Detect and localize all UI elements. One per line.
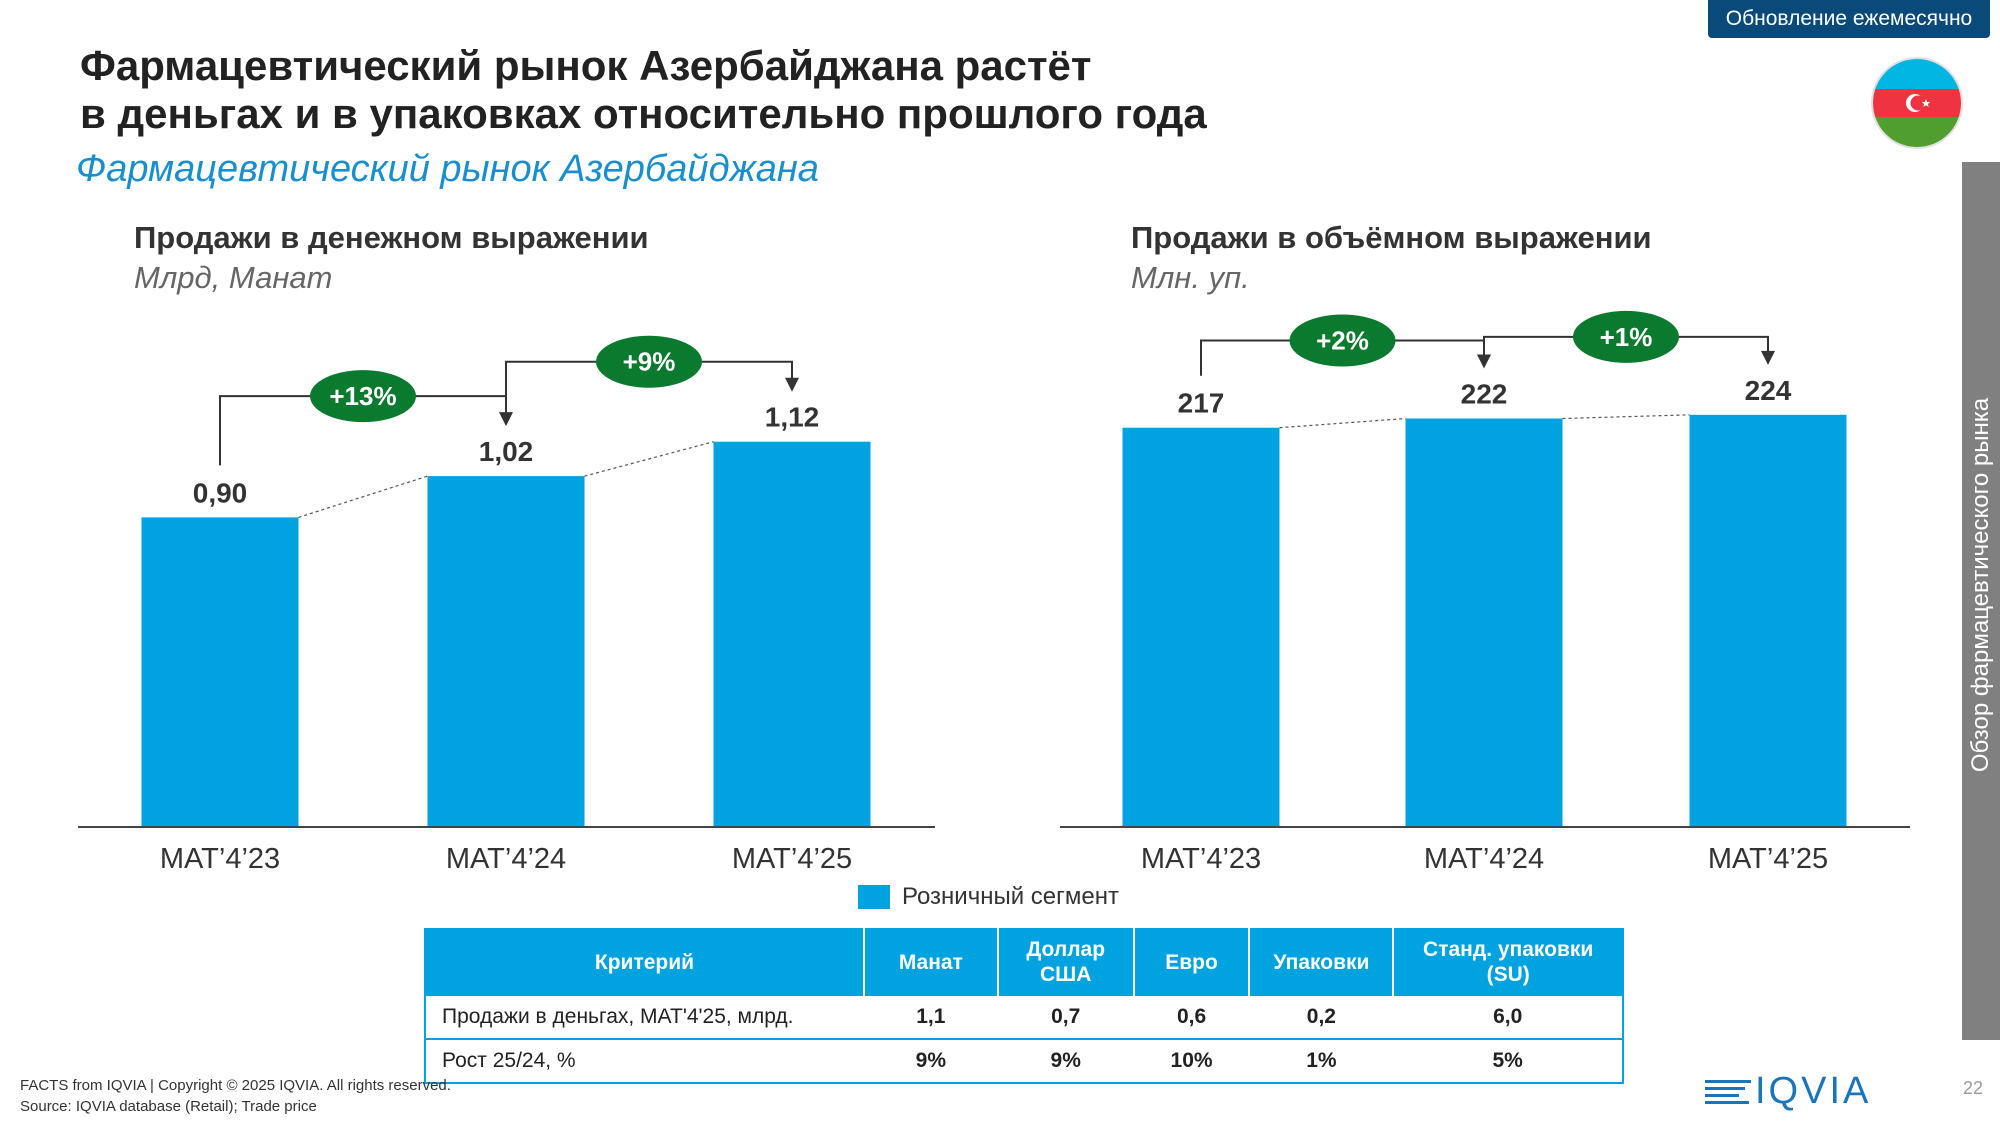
table-header-cell: Критерий — [425, 928, 865, 996]
chart-money-title: Продажи в денежном выражении — [134, 220, 649, 255]
table-header-cell: Манат — [863, 928, 999, 996]
footer-copyright: FACTS from IQVIA | Copyright © 2025 IQVI… — [20, 1077, 451, 1094]
page-title: Фармацевтический рынок Азербайджана раст… — [80, 42, 1207, 138]
data-label-0-1: 1,02 — [479, 436, 534, 467]
x-tick-label-0-0: MAT’4’23 — [160, 843, 280, 875]
section-side-tab — [1962, 162, 2000, 1040]
growth-badge-0-0 — [310, 370, 416, 423]
bar-1-0 — [1122, 427, 1280, 827]
table-header-row: Критерий Манат Доллар США Евро Упаковки … — [425, 928, 1623, 996]
data-label-1-1: 222 — [1461, 379, 1508, 410]
x-tick-label-1-2: MAT’4’25 — [1708, 843, 1828, 875]
page-number: 22 — [1963, 1078, 1984, 1098]
bar-connector-1-0 — [1279, 417, 1406, 429]
bar-connector-0-1 — [584, 441, 714, 477]
criteria-table: Критерий Манат Доллар США Евро Упаковки … — [424, 928, 1624, 1084]
bar-0-0 — [141, 517, 299, 827]
iqvia-logo: IQVIA — [1705, 1070, 1871, 1113]
x-tick-label-0-2: MAT’4’25 — [732, 843, 852, 875]
table-cell: Продажи в деньгах, MAT'4'25, млрд. — [425, 996, 864, 1040]
footer-source: Source: IQVIA database (Retail); Trade p… — [20, 1098, 317, 1115]
table-cell: Рост 25/24, % — [425, 1039, 864, 1084]
bar-1-1 — [1405, 418, 1563, 827]
chart-money-unit: Млрд, Манат — [134, 260, 333, 295]
table-cell: 9% — [997, 1039, 1134, 1084]
data-label-0-0: 0,90 — [193, 477, 248, 508]
data-label-1-0: 217 — [1178, 388, 1225, 419]
table-cell: 0,6 — [1133, 996, 1250, 1040]
legend-swatch — [858, 885, 890, 909]
table-cell: 6,0 — [1393, 996, 1623, 1040]
growth-badge-0-1 — [596, 335, 702, 388]
table-cell: 9% — [863, 1039, 998, 1084]
bar-0-1 — [427, 476, 585, 827]
x-tick-label-1-0: MAT’4’23 — [1141, 843, 1261, 875]
growth-badge-label-0-1: +9% — [623, 347, 676, 377]
chart-legend: Розничный сегмент — [858, 883, 1119, 911]
table-cell: 0,7 — [997, 996, 1134, 1040]
table-cell: 5% — [1393, 1039, 1623, 1084]
growth-badge-label-0-0: +13% — [329, 381, 396, 411]
bar-connector-1-1 — [1562, 414, 1690, 420]
data-label-0-2: 1,12 — [765, 402, 820, 433]
page-title-line1: Фармацевтический рынок Азербайджана раст… — [80, 42, 1092, 89]
table-row: Продажи в деньгах, MAT'4'25, млрд. 1,1 0… — [425, 996, 1623, 1040]
table-header-cell: Упаковки — [1249, 928, 1395, 996]
growth-arrowhead-0-1 — [785, 377, 799, 392]
growth-badge-label-1-0: +2% — [1316, 326, 1369, 356]
logo-text: IQVIA — [1755, 1070, 1872, 1112]
table-cell: 0,2 — [1249, 996, 1394, 1040]
table-header-cell: Станд. упаковки (SU) — [1393, 928, 1623, 996]
x-tick-label-0-1: MAT’4’24 — [446, 843, 566, 875]
page-subtitle: Фармацевтический рынок Азербайджана — [76, 148, 819, 190]
logo-lines-icon — [1705, 1078, 1751, 1106]
chart-volume-unit: Млн. уп. — [1131, 260, 1250, 295]
update-frequency-badge: Обновление ежемесячно — [1708, 0, 1990, 38]
growth-badge-label-1-1: +1% — [1600, 322, 1653, 352]
growth-arrowhead-1-1 — [1761, 350, 1775, 365]
legend-label: Розничный сегмент — [902, 883, 1119, 910]
growth-badge-1-0 — [1289, 314, 1396, 367]
table-header-cell: Евро — [1133, 928, 1251, 996]
bar-0-2 — [713, 441, 871, 827]
bar-connector-0-0 — [298, 475, 428, 518]
x-tick-label-1-1: MAT’4’24 — [1424, 843, 1544, 875]
chart-volume-title: Продажи в объёмном выражении — [1131, 220, 1652, 255]
table-header-cell: Доллар США — [997, 928, 1135, 996]
table-cell: 1% — [1249, 1039, 1394, 1084]
page-title-line2: в деньгах и в упаковках относительно про… — [80, 90, 1207, 137]
table-row: Рост 25/24, % 9% 9% 10% 1% 5% — [425, 1039, 1623, 1084]
growth-badge-1-1 — [1573, 310, 1679, 363]
bar-1-2 — [1689, 414, 1847, 827]
data-label-1-2: 224 — [1745, 375, 1792, 406]
table-cell: 1,1 — [863, 996, 998, 1040]
table-cell: 10% — [1133, 1039, 1250, 1084]
